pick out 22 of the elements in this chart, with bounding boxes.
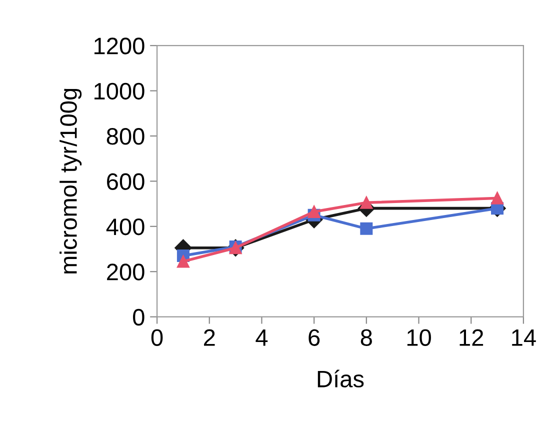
x-tick-label: 4 (256, 329, 268, 346)
x-tick-label: 12 (460, 329, 484, 346)
x-tick-label: 14 (512, 329, 536, 346)
y-tick-label: 1000 (94, 82, 144, 100)
point (308, 205, 320, 218)
x-tick-label: 6 (308, 329, 320, 346)
point (176, 255, 190, 268)
y-tick-label: 600 (107, 173, 144, 190)
y-tick-label: 200 (107, 264, 144, 280)
y-tick-label: 1200 (94, 38, 144, 54)
x-tick-label: 2 (204, 329, 215, 346)
y-tick-label: 800 (106, 128, 144, 145)
y-tick-label: 0 (133, 308, 144, 326)
x-tick-label: 8 (360, 329, 372, 346)
x-tick-label: 10 (407, 329, 431, 346)
point (491, 192, 504, 204)
x-tick-label: 0 (151, 329, 163, 346)
point (360, 196, 373, 209)
y-axis-title: micromol tyr/100g (60, 88, 82, 274)
y-tick-label: 400 (106, 218, 144, 236)
point (360, 222, 373, 235)
x-axis-title: Días (318, 370, 364, 388)
